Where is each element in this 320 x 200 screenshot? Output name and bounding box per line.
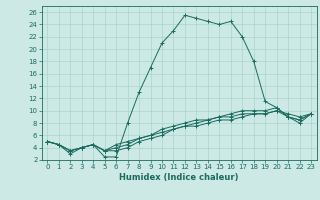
X-axis label: Humidex (Indice chaleur): Humidex (Indice chaleur) (119, 173, 239, 182)
